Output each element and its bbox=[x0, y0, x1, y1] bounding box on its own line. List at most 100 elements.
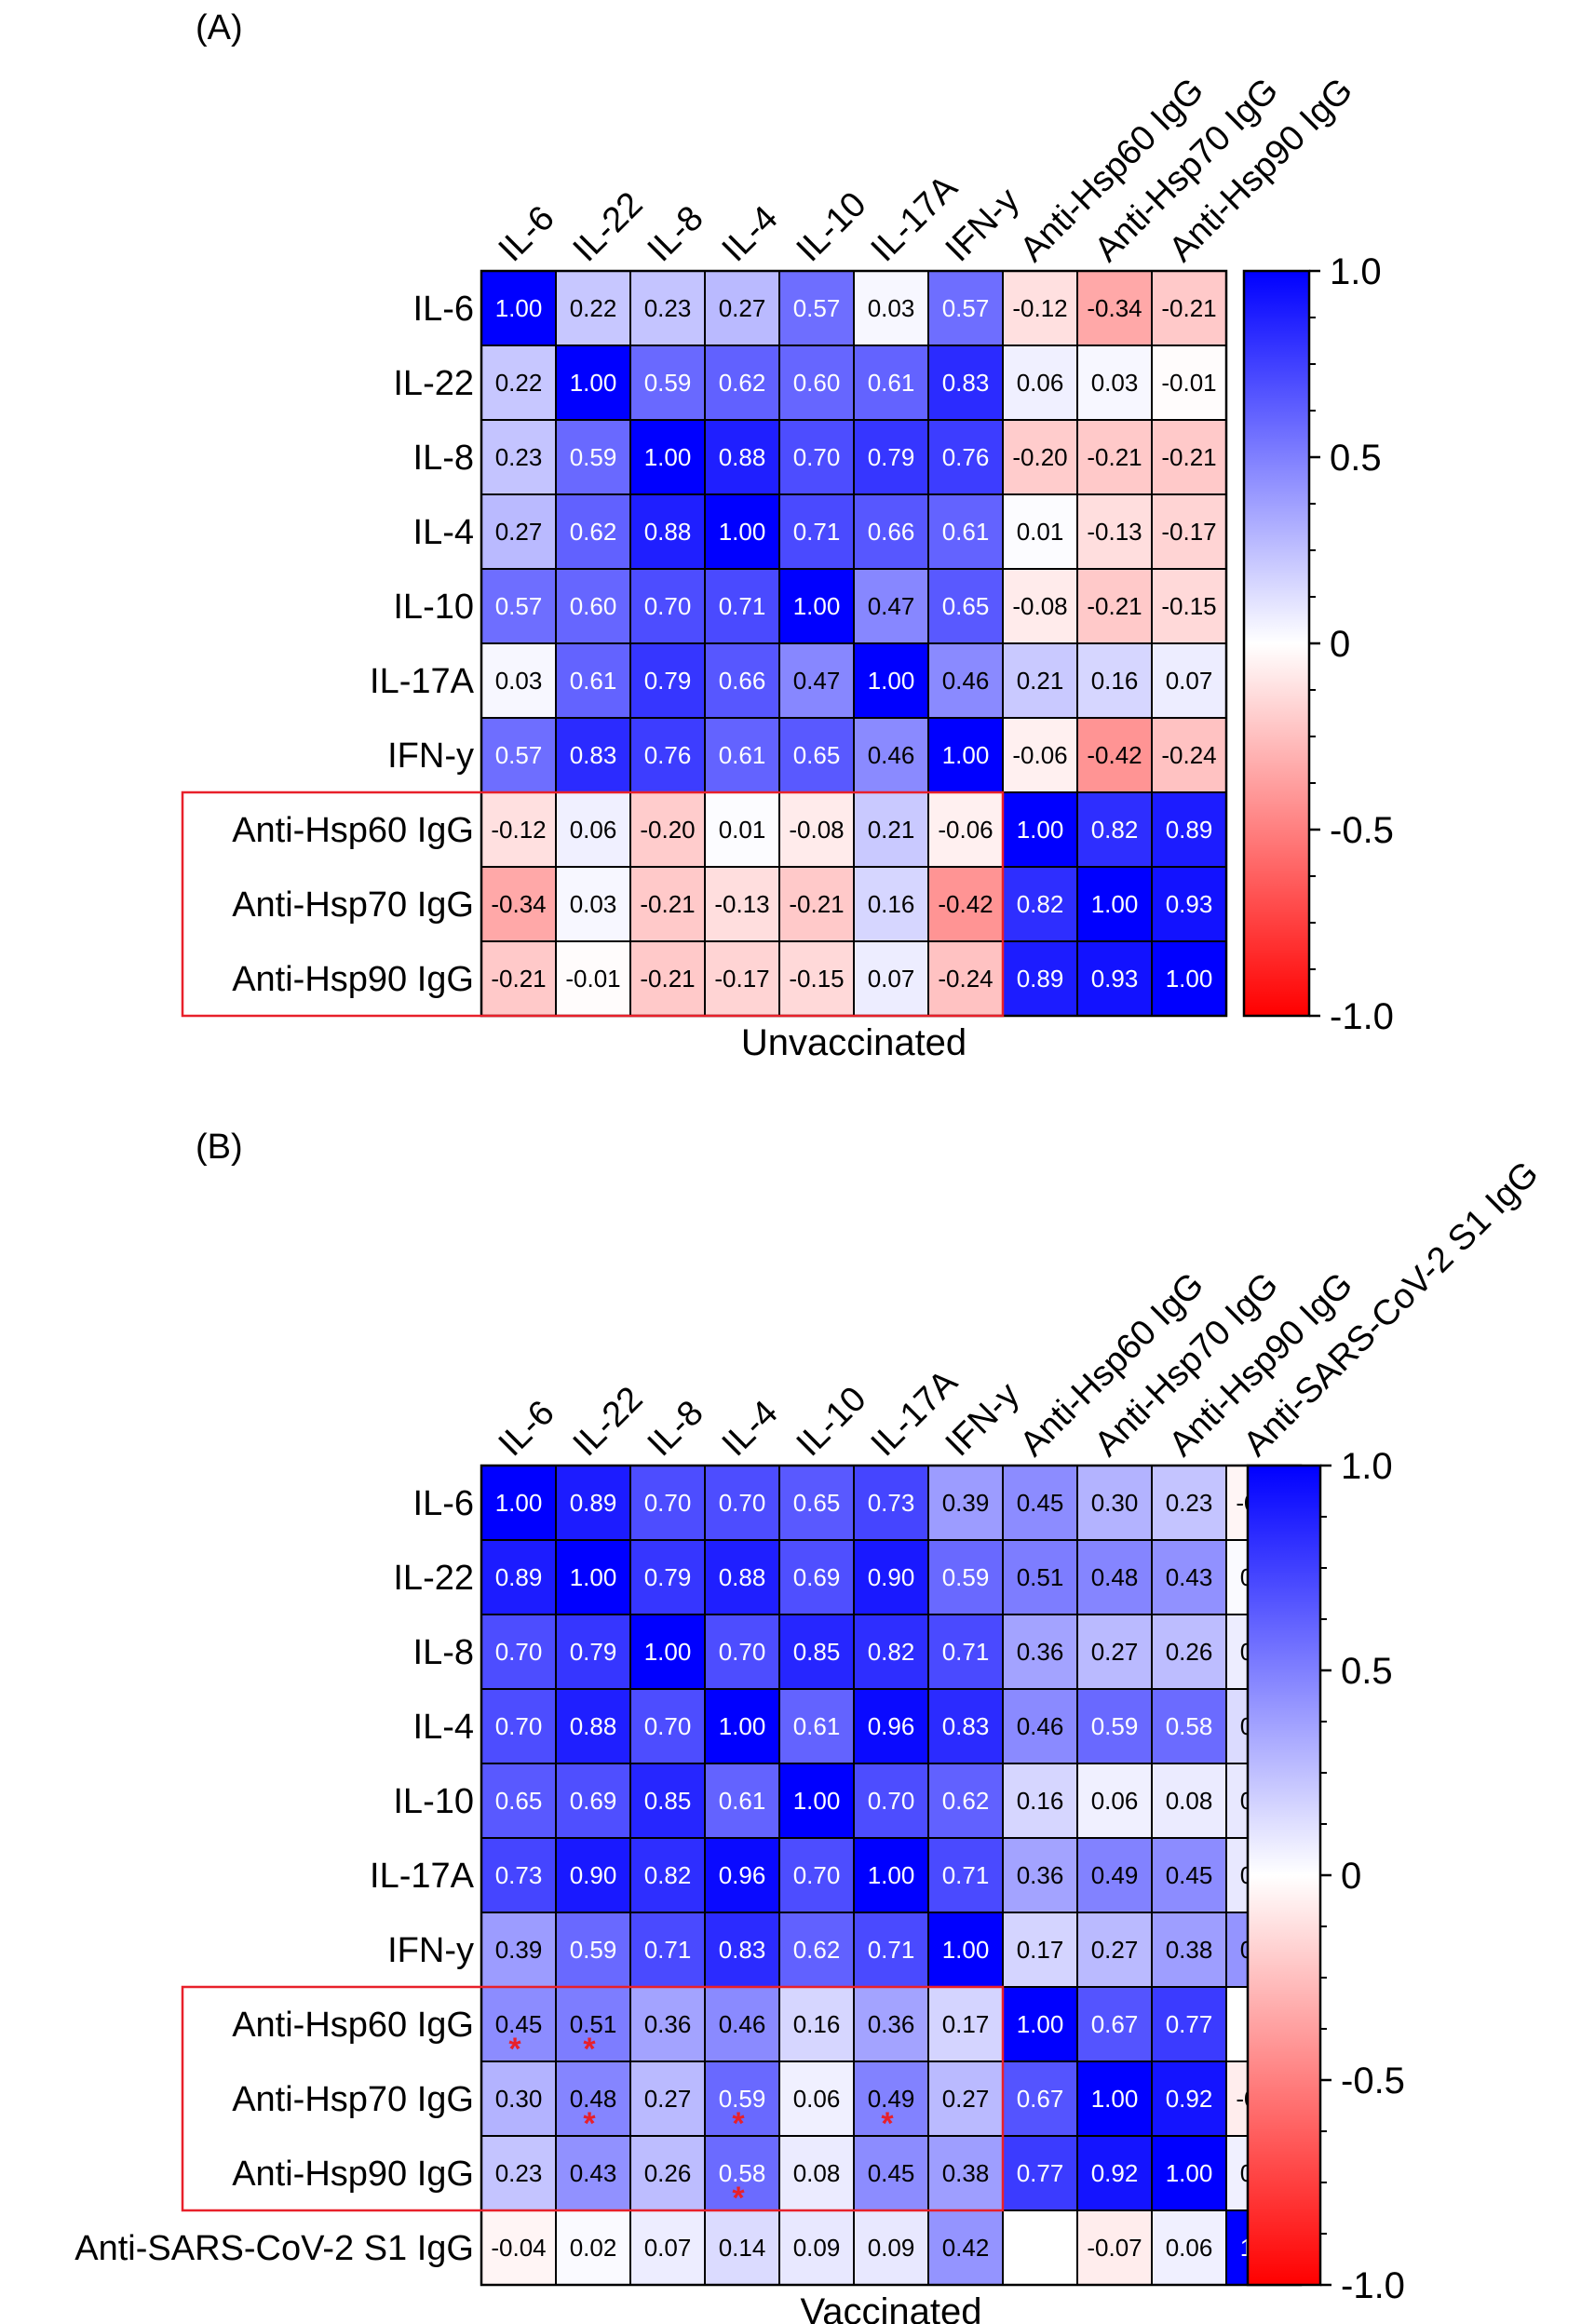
cell-value-label: 0.46 bbox=[719, 2010, 766, 2038]
cell-value-label: 0.73 bbox=[495, 1861, 543, 1889]
cell-value-label: 0.09 bbox=[868, 2234, 915, 2262]
cell-value-label: 0.49 bbox=[1091, 1861, 1139, 1889]
cell-value-label: 0.79 bbox=[868, 443, 915, 471]
cell-value-label: -0.42 bbox=[938, 890, 993, 918]
heatmap-cell bbox=[1151, 345, 1227, 421]
cell-value-label: 0.57 bbox=[942, 294, 990, 322]
row-label: IL-10 bbox=[393, 588, 474, 627]
heatmap-cell bbox=[1151, 717, 1227, 793]
cell-value-label: -0.20 bbox=[1012, 443, 1067, 471]
column-label: IL-10 bbox=[790, 1379, 874, 1464]
column-label: IL-8 bbox=[641, 198, 711, 269]
cell-value-label: 0.57 bbox=[495, 592, 543, 620]
cell-value-label: -0.08 bbox=[1012, 592, 1067, 620]
cell-value-label: 0.76 bbox=[942, 443, 990, 471]
heatmap-cell bbox=[778, 568, 855, 644]
heatmap-cell bbox=[778, 642, 855, 719]
cell-value-label: 1.00 bbox=[1091, 890, 1139, 918]
cell-value-label: 0.69 bbox=[793, 1563, 841, 1591]
cell-value-label: 0.27 bbox=[719, 294, 766, 322]
heatmap-cell bbox=[555, 1465, 631, 1541]
heatmap-cell bbox=[1002, 2209, 1078, 2286]
row-label: Anti-Hsp70 IgG bbox=[232, 2080, 474, 2119]
cell-value-label: 0.62 bbox=[793, 1936, 841, 1964]
cell-value-label: 1.00 bbox=[1166, 965, 1213, 993]
heatmap-cell bbox=[853, 1837, 929, 1913]
row-label: Anti-Hsp90 IgG bbox=[232, 2155, 474, 2194]
heatmap-cell bbox=[1076, 568, 1153, 644]
cell-value-label: -0.08 bbox=[789, 816, 844, 844]
heatmap-cell bbox=[1076, 2135, 1153, 2211]
heatmap-cell bbox=[853, 1539, 929, 1615]
heatmap-cell bbox=[480, 1986, 557, 2062]
heatmap-cell bbox=[1151, 1465, 1227, 1541]
cell-value-label: 0.70 bbox=[719, 1489, 766, 1517]
cell-value-label: 0.58 bbox=[1166, 1712, 1213, 1740]
column-label: IL-6 bbox=[492, 198, 562, 269]
cell-value-label: 0.83 bbox=[719, 1936, 766, 1964]
cell-value-label: 0.42 bbox=[942, 2234, 990, 2262]
cell-value-label: 0.23 bbox=[495, 443, 543, 471]
cell-value-label: 0.27 bbox=[1091, 1638, 1139, 1666]
cell-value-label: 0.45 bbox=[1017, 1489, 1064, 1517]
cell-value-label: -0.04 bbox=[491, 2234, 546, 2262]
cell-value-label: 0.70 bbox=[868, 1787, 915, 1815]
cell-value-label: -0.07 bbox=[1087, 2234, 1142, 2262]
heatmap-cell bbox=[778, 1688, 855, 1764]
cell-value-label: 0.59 bbox=[570, 1936, 617, 1964]
cell-value-label: 1.00 bbox=[570, 369, 617, 397]
significance-asterisk: * bbox=[732, 2106, 745, 2142]
heatmap-cell bbox=[1002, 419, 1078, 495]
heatmap-cell bbox=[1151, 1837, 1227, 1913]
chart-title: Unvaccinated bbox=[741, 1022, 966, 1063]
heatmap-cell bbox=[778, 1614, 855, 1690]
heatmap-panel-unvaccinated: (A)1.00 0.22 0.23 0.27 0.57 0.03 0.57 -0.12 -0.3… bbox=[181, 8, 1394, 1063]
cell-value-label: 0.85 bbox=[644, 1787, 692, 1815]
cell-value-label: 0.23 bbox=[495, 2159, 543, 2187]
heatmap-cell bbox=[480, 642, 557, 719]
heatmap-cell bbox=[1076, 1837, 1153, 1913]
heatmap-cell bbox=[704, 1688, 780, 1764]
cell-value-label: 0.93 bbox=[1091, 965, 1139, 993]
cell-value-label: 0.70 bbox=[495, 1712, 543, 1740]
cell-value-label: 0.79 bbox=[644, 1563, 692, 1591]
cell-value-label: 0.61 bbox=[942, 518, 990, 546]
significance-asterisk: * bbox=[583, 2106, 596, 2142]
cell-value-label: 0.30 bbox=[1091, 1489, 1139, 1517]
significance-asterisk: * bbox=[583, 2032, 596, 2067]
cell-value-label: 0.66 bbox=[868, 518, 915, 546]
heatmap-cell bbox=[704, 1763, 780, 1839]
significance-asterisk: * bbox=[508, 2032, 521, 2067]
heatmap-cell bbox=[853, 270, 929, 346]
heatmap-cell bbox=[629, 1837, 706, 1913]
heatmap-cell bbox=[629, 419, 706, 495]
heatmap-cell bbox=[555, 270, 631, 346]
heatmap-cell bbox=[927, 1614, 1004, 1690]
heatmap-cell bbox=[1076, 2209, 1153, 2286]
heatmap-cell bbox=[1076, 419, 1153, 495]
cell-value-label: 0.22 bbox=[495, 369, 543, 397]
heatmap-cell bbox=[555, 1539, 631, 1615]
cell-value-label: 0.59 bbox=[644, 369, 692, 397]
cell-value-label: -0.17 bbox=[1161, 518, 1216, 546]
cell-value-label: 0.83 bbox=[570, 741, 617, 769]
heatmap-cell bbox=[704, 345, 780, 421]
heatmap-cell bbox=[853, 1763, 929, 1839]
highlight-box bbox=[181, 1985, 1005, 2212]
row-label: IFN-y bbox=[387, 1931, 474, 1970]
cell-value-label: 0.57 bbox=[495, 741, 543, 769]
cell-value-label: 0.92 bbox=[1166, 2085, 1213, 2113]
cell-value-label: -0.12 bbox=[491, 816, 546, 844]
heatmap-cell bbox=[927, 866, 1004, 942]
cell-value-label: -0.01 bbox=[1161, 369, 1216, 397]
cell-value-label: 1.00 bbox=[495, 1489, 543, 1517]
heatmap-cell bbox=[1151, 1986, 1227, 2062]
row-label: IL-6 bbox=[413, 1484, 474, 1523]
cell-value-label: 0.39 bbox=[495, 1936, 543, 1964]
column-label: IL-8 bbox=[641, 1393, 711, 1464]
heatmap-cell bbox=[480, 2135, 557, 2211]
cell-value-label: 0.89 bbox=[570, 1489, 617, 1517]
cell-value-label: 0.23 bbox=[1166, 1489, 1213, 1517]
heatmap-cell bbox=[480, 1837, 557, 1913]
heatmap-cell bbox=[853, 2135, 929, 2211]
